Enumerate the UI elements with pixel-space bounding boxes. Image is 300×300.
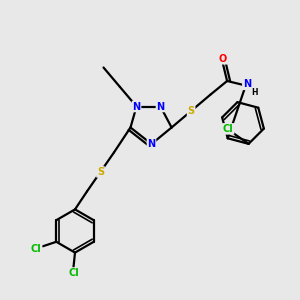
Text: N: N: [156, 101, 165, 112]
Text: Cl: Cl: [31, 244, 42, 254]
Text: Cl: Cl: [68, 268, 79, 278]
Text: N: N: [243, 79, 251, 89]
Text: O: O: [218, 54, 227, 64]
Text: S: S: [188, 106, 195, 116]
Text: S: S: [97, 167, 104, 177]
Text: N: N: [132, 101, 141, 112]
Text: Cl: Cl: [223, 124, 234, 134]
Text: H: H: [251, 88, 257, 97]
Text: N: N: [147, 139, 156, 149]
